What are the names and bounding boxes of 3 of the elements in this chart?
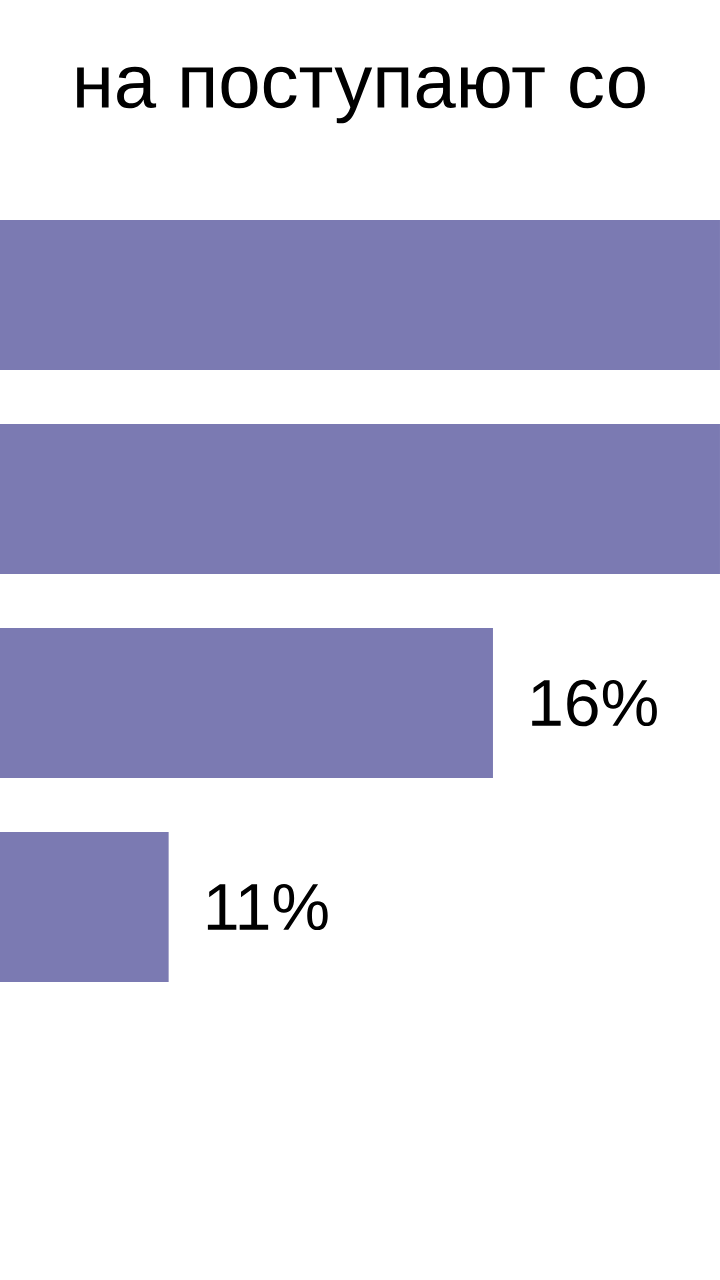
data-label: 11% bbox=[207, 883, 328, 931]
data-label: 16% bbox=[532, 679, 657, 727]
chart-title: на поступают со bbox=[77, 66, 645, 124]
